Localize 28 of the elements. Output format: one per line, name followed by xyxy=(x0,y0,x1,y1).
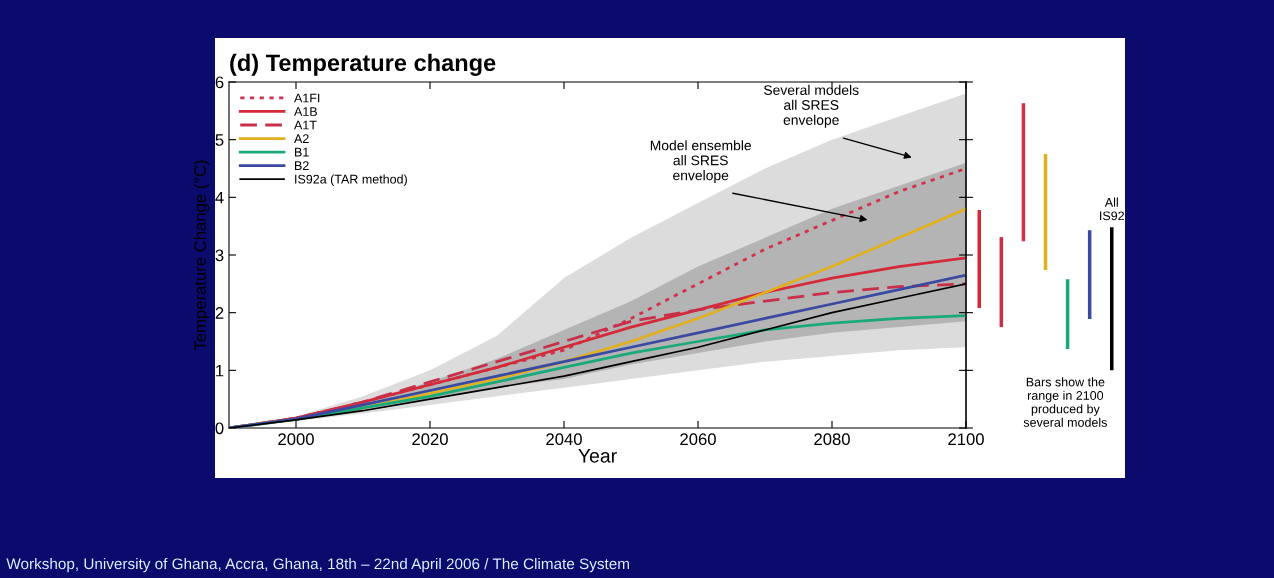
legend-label: A1FI xyxy=(294,93,320,103)
y-tick-label: 1 xyxy=(216,364,224,377)
x-tick-label: 2020 xyxy=(412,433,448,446)
x-tick-label: 2060 xyxy=(680,433,716,446)
y-tick-label: 3 xyxy=(215,249,224,262)
y-tick-label: 6 xyxy=(215,76,224,89)
x-tick-label: 2000 xyxy=(278,433,314,446)
y-tick-label: 5 xyxy=(215,134,224,146)
chart-title: (d) Temperature change xyxy=(230,53,496,76)
legend-label: B1 xyxy=(295,147,309,157)
y-tick-label: 0 xyxy=(215,422,224,435)
annotation: Several models all SRES envelope xyxy=(764,84,859,128)
annotation: All IS92 xyxy=(1100,197,1124,221)
x-tick-label: 2040 xyxy=(546,433,582,446)
y-tick-label: 2 xyxy=(215,307,224,319)
y-axis-title: Temperature Change (°C) xyxy=(193,160,210,351)
annotation: Bars show the range in 2100 produced by several models xyxy=(1023,377,1107,427)
annotation: Model ensemble all SRES envelope xyxy=(650,140,752,184)
y-tick-label: 4 xyxy=(215,191,224,204)
x-tick-label: 2100 xyxy=(948,433,984,446)
legend-label: IS92a (TAR method) xyxy=(295,174,407,187)
legend-label: A1B xyxy=(294,107,317,116)
legend-label: A1T xyxy=(294,120,317,130)
x-tick-label: 2080 xyxy=(814,433,850,446)
x-axis-title: Year xyxy=(578,449,617,463)
legend-label: B2 xyxy=(295,161,309,170)
legend-label: A2 xyxy=(294,134,309,143)
text: Workshop, University of Ghana, Accra, Ghana, 18th – 22nd April 2006 / The Climate System xyxy=(6,557,629,573)
